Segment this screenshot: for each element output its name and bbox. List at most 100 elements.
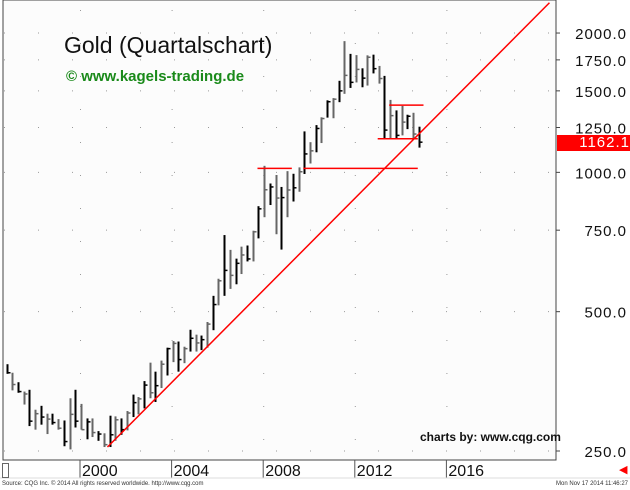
x-gridline-dot [263, 109, 265, 110]
ohlc-bar [143, 381, 148, 409]
y-tick-label: 750.0 [584, 223, 627, 240]
ohlc-bar [6, 364, 11, 374]
x-tick-label: 2008 [265, 463, 301, 480]
x-gridline-dot [446, 10, 448, 11]
ohlc-bar [57, 419, 62, 430]
x-gridline-dot [354, 439, 356, 440]
ohlc-bar [269, 183, 274, 206]
y-tick-label: 1750.0 [575, 53, 627, 70]
ohlc-bar [252, 230, 257, 262]
ohlc-bar [389, 99, 394, 140]
ohlc-bar [395, 110, 400, 139]
y-tick-label: 1000.0 [575, 165, 627, 182]
x-gridline-dot [80, 142, 81, 143]
x-gridline-dot [263, 307, 265, 308]
y-tick-label: 1250.0 [575, 121, 627, 138]
x-gridline-dot [354, 406, 356, 407]
ohlc-bar [74, 389, 79, 428]
x-gridline-dot [263, 10, 265, 11]
x-gridline-dot [171, 241, 173, 242]
x-gridline-dot [263, 142, 265, 143]
ohlc-bar [114, 416, 119, 441]
ohlc-bar [195, 334, 200, 352]
source-note: Source: CQG Inc. © 2014 All rights reser… [2, 481, 204, 487]
x-gridline-dot [354, 208, 356, 209]
ohlc-bar [275, 174, 280, 235]
ohlc-bar [183, 346, 188, 364]
plot-area [2, 0, 557, 461]
ohlc-bar [206, 321, 211, 348]
x-gridline-dot [354, 76, 356, 77]
x-gridline-dot [446, 43, 448, 44]
x-gridline-dot [446, 109, 448, 110]
x-gridline-dot [446, 208, 448, 209]
timestamp: Mon Nov 17 2014 11:46:27 [556, 481, 628, 487]
x-gridline-dot [171, 142, 173, 143]
ohlc-bar [298, 167, 303, 192]
x-gridline-dot [263, 241, 265, 242]
ohlc-bar [406, 114, 411, 130]
x-gridline-dot [446, 175, 448, 176]
x-gridline-dot [354, 10, 356, 11]
ohlc-bar [63, 420, 68, 447]
x-gridline-dot [446, 142, 448, 143]
ohlc-bar [378, 65, 383, 84]
ohlc-bar [160, 360, 165, 389]
x-gridline-dot [446, 241, 448, 242]
x-gridline-dot [171, 10, 173, 11]
ohlc-bar [69, 398, 74, 450]
ohlc-bar [223, 235, 228, 296]
scrollbar-handle[interactable] [2, 463, 9, 478]
trendline [106, 2, 550, 448]
x-gridline-dot [354, 340, 356, 341]
ohlc-bar [349, 53, 354, 88]
chart-credit: charts by: www.cqg.com [420, 430, 561, 444]
x-gridline-dot [80, 373, 81, 374]
website-link[interactable]: © www.kagels-trading.de [66, 68, 245, 85]
ohlc-bar [34, 409, 39, 430]
x-gridline-dot [354, 241, 356, 242]
ohlc-bar [412, 112, 417, 139]
ohlc-bar [320, 117, 325, 144]
x-gridline-dot [171, 109, 173, 110]
y-tick-label: 1500.0 [575, 84, 627, 101]
x-gridline-dot [446, 307, 448, 308]
x-gridline-dot [80, 76, 81, 77]
x-gridline-dot [80, 43, 81, 44]
x-gridline-dot [171, 208, 173, 209]
ohlc-bar [149, 362, 154, 399]
ohlc-bar [109, 415, 114, 448]
x-gridline-dot [263, 439, 265, 440]
ohlc-bar [263, 165, 268, 218]
x-gridline-dot [446, 76, 448, 77]
red-left-arrow-icon[interactable]: ◀ [619, 464, 628, 476]
x-gridline-dot [354, 142, 356, 143]
x-gridline-dot [446, 340, 448, 341]
x-gridline-dot [354, 109, 356, 110]
ohlc-bar [332, 98, 337, 119]
ohlc-bar [23, 391, 28, 405]
x-gridline-dot [446, 373, 448, 374]
x-gridline-dot [263, 76, 265, 77]
ohlc-bar [418, 126, 423, 148]
ohlc-bar [309, 142, 314, 164]
x-gridline-dot [263, 340, 265, 341]
ohlc-bar [40, 405, 45, 425]
x-gridline-dot [446, 406, 448, 407]
x-gridline-dot [263, 43, 265, 44]
ohlc-bar [189, 329, 194, 352]
ohlc-bar [177, 341, 182, 372]
current-price-label: 1162.1 [557, 135, 630, 151]
ohlc-bar [401, 105, 406, 136]
ohlc-bar [372, 54, 377, 74]
x-gridline-dot [80, 109, 81, 110]
x-gridline-dot [171, 175, 173, 176]
ohlc-bar [229, 249, 234, 289]
ohlc-bar [80, 403, 85, 431]
ohlc-bar [355, 55, 360, 83]
ohlc-bar [46, 413, 51, 435]
ohlc-bar [91, 418, 96, 438]
ohlc-bar [154, 371, 159, 403]
ohlc-bar [200, 335, 205, 351]
